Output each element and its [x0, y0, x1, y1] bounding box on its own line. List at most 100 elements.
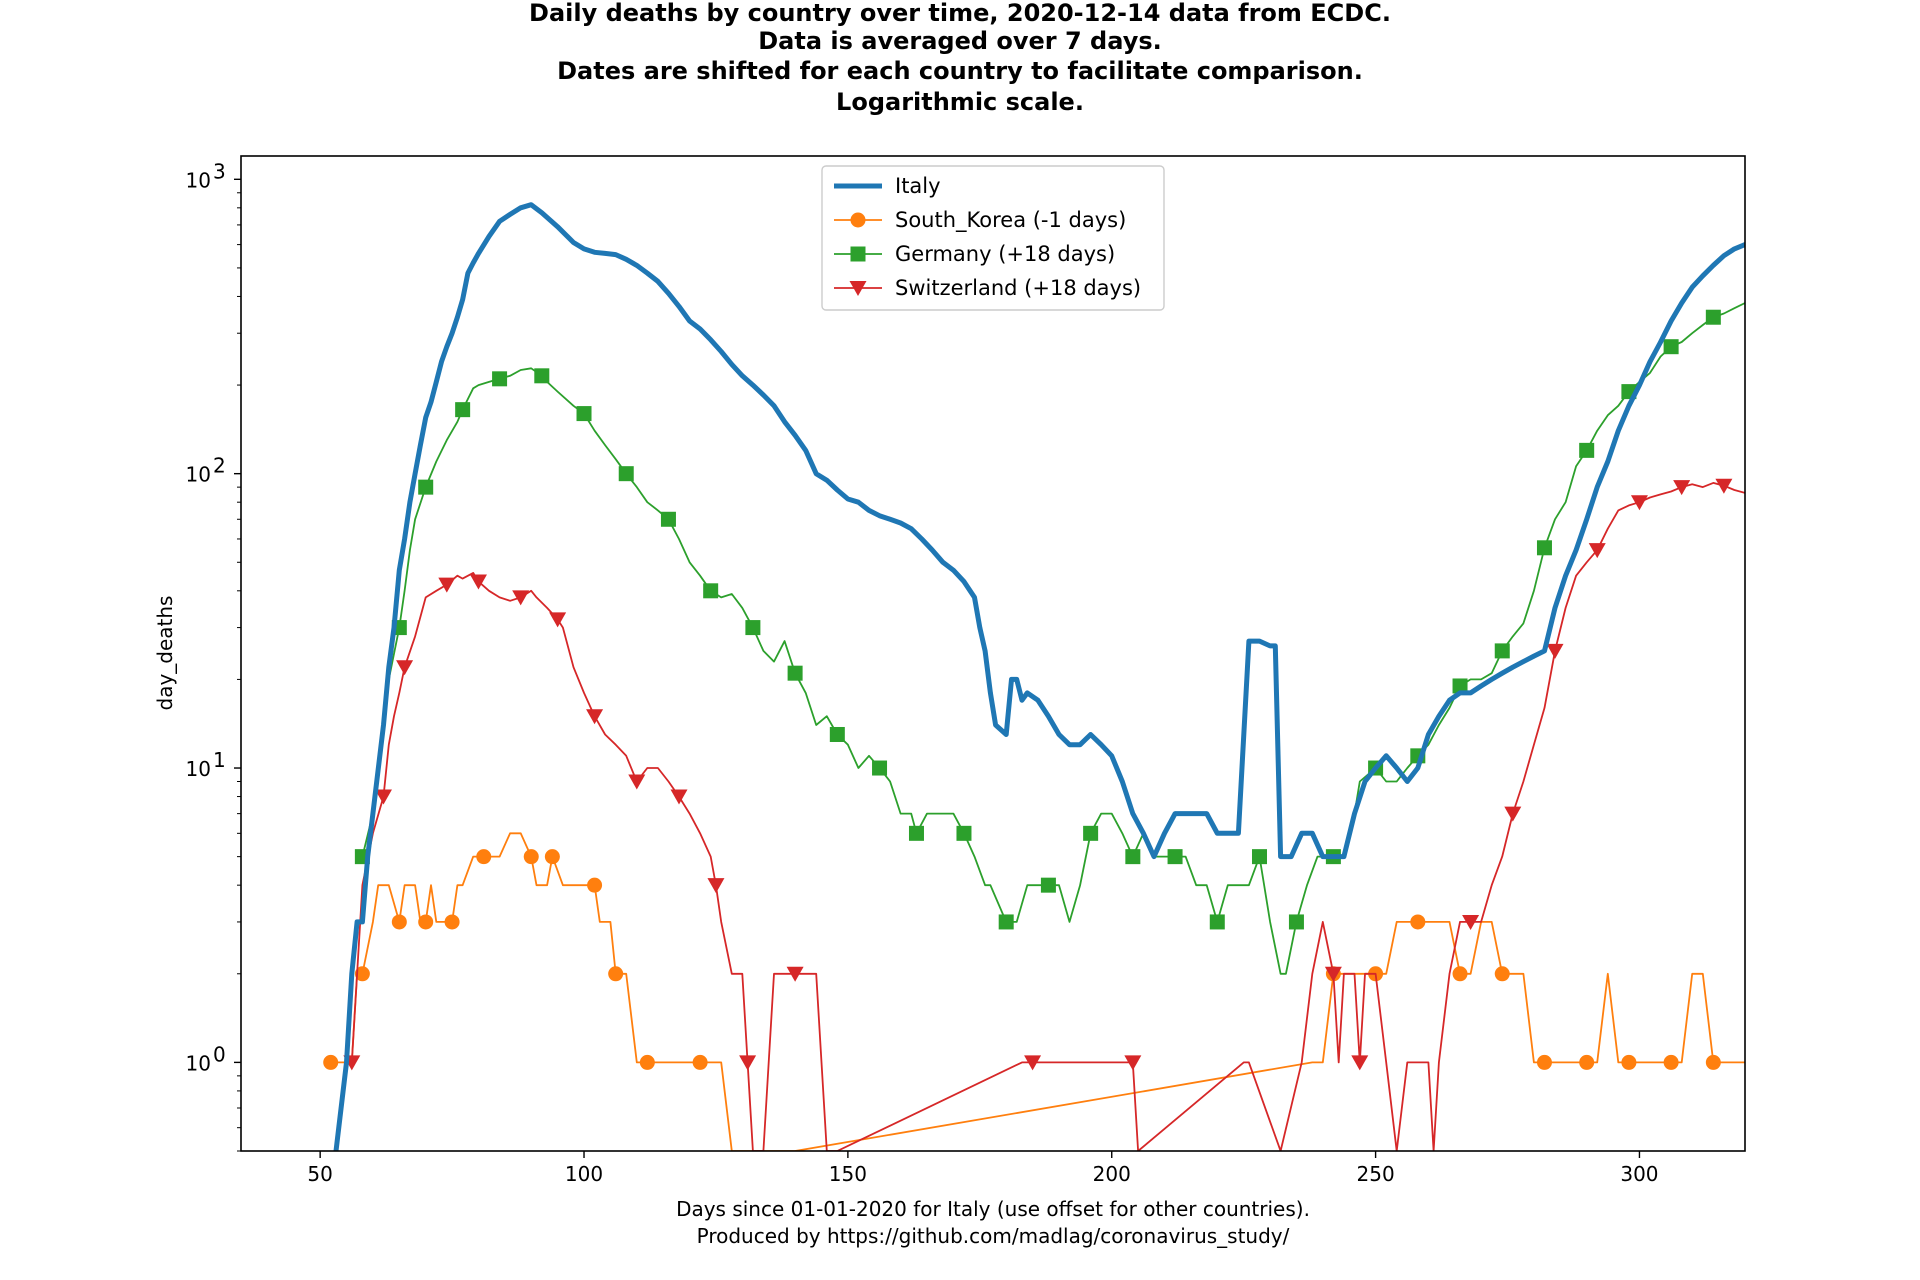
- series-line-switzerland-days: [350, 481, 1745, 1151]
- title-line-2: Data is averaged over 7 days.: [758, 27, 1162, 55]
- x-tick-label: 50: [307, 1162, 332, 1186]
- data-point: [908, 825, 924, 841]
- x-axis-label-line-2: Produced by https://github.com/madlag/co…: [697, 1224, 1290, 1248]
- chart-title: Daily deaths by country over time, 2020-…: [529, 0, 1391, 116]
- series-germany-days: [354, 302, 1745, 975]
- x-axis-label-line-1: Days since 01-01-2020 for Italy (use off…: [676, 1197, 1310, 1221]
- data-point: [998, 914, 1014, 930]
- legend: Italy South_Korea (-1 days) Germany (+18…: [821, 165, 1165, 311]
- data-point: [418, 914, 434, 930]
- data-point: [1546, 643, 1564, 659]
- data-point: [692, 1054, 708, 1070]
- data-point: [1251, 849, 1267, 865]
- data-point: [1705, 1054, 1721, 1070]
- plot-frame: [240, 155, 1746, 1152]
- data-point: [703, 583, 719, 599]
- data-point: [323, 1054, 339, 1070]
- y-tick-label: 10: [186, 1051, 211, 1075]
- data-point: [628, 774, 646, 790]
- x-axis-label: Days since 01-01-2020 for Italy (use off…: [676, 1197, 1310, 1248]
- data-point: [438, 577, 456, 593]
- x-tick-label: 200: [1093, 1162, 1131, 1186]
- series-line-italy: [333, 202, 1745, 1151]
- title-line-3: Dates are shifted for each country to fa…: [557, 57, 1363, 85]
- data-point: [1024, 1055, 1042, 1071]
- data-point: [354, 966, 370, 982]
- series-switzerland-days: [343, 478, 1745, 1151]
- data-point: [1494, 643, 1510, 659]
- legend-box: [821, 165, 1165, 311]
- data-point: [1579, 1054, 1595, 1070]
- data-point: [576, 406, 592, 422]
- data-point: [1494, 966, 1510, 982]
- data-point: [1040, 877, 1056, 893]
- y-tick-label: 10: [186, 757, 211, 781]
- data-point: [549, 612, 567, 628]
- legend-marker-south-korea-days: [850, 212, 866, 228]
- data-point: [469, 574, 487, 590]
- y-tick-exponent: 1: [213, 748, 226, 772]
- data-point: [739, 1055, 757, 1071]
- data-point: [512, 590, 530, 606]
- y-tick-exponent: 0: [213, 1042, 226, 1066]
- data-point: [1663, 1054, 1679, 1070]
- data-point: [829, 726, 845, 742]
- legend-label-switzerland: Switzerland (+18 days): [895, 276, 1141, 300]
- y-tick-exponent: 3: [213, 159, 226, 183]
- data-point: [872, 760, 888, 776]
- data-point: [1673, 480, 1691, 496]
- legend-label-italy: Italy: [895, 174, 941, 198]
- data-point: [374, 789, 392, 805]
- data-point: [544, 849, 560, 865]
- x-axis: 50 100 150 200 250 300: [307, 1151, 1659, 1186]
- x-tick-label: 300: [1620, 1162, 1658, 1186]
- data-point: [745, 620, 761, 636]
- data-point: [476, 849, 492, 865]
- y-axis-label: day_deaths: [153, 596, 177, 711]
- data-point: [618, 466, 634, 482]
- data-point: [787, 665, 803, 681]
- data-point: [786, 966, 804, 982]
- data-point: [639, 1054, 655, 1070]
- data-point: [455, 402, 471, 418]
- series-italy: [333, 202, 1745, 1151]
- data-point: [523, 849, 539, 865]
- data-point: [587, 877, 603, 893]
- data-point: [1663, 339, 1679, 355]
- data-point: [586, 709, 604, 725]
- data-point: [1288, 914, 1304, 930]
- x-tick-label: 100: [565, 1162, 603, 1186]
- data-point: [1452, 966, 1468, 982]
- data-point: [492, 371, 508, 387]
- data-point: [1124, 1055, 1142, 1071]
- data-point: [1705, 309, 1721, 325]
- data-point: [444, 914, 460, 930]
- data-point: [1504, 806, 1522, 822]
- data-point: [1621, 1054, 1637, 1070]
- data-point: [1209, 914, 1225, 930]
- data-point: [396, 660, 414, 676]
- data-point: [707, 878, 725, 894]
- data-point: [1536, 1054, 1552, 1070]
- plot-area: [323, 202, 1745, 1151]
- data-point: [534, 368, 550, 384]
- legend-label-south-korea: South_Korea (-1 days): [895, 208, 1126, 233]
- y-tick-label: 10: [186, 168, 211, 192]
- x-tick-label: 150: [829, 1162, 867, 1186]
- data-point: [1083, 825, 1099, 841]
- data-point: [1410, 914, 1426, 930]
- legend-marker-switzerland-days: [849, 281, 867, 296]
- x-tick-label: 250: [1357, 1162, 1395, 1186]
- data-point: [418, 479, 434, 495]
- y-tick-label: 10: [186, 463, 211, 487]
- data-point: [1715, 478, 1733, 494]
- data-point: [1588, 543, 1606, 559]
- y-tick-exponent: 2: [213, 454, 226, 478]
- data-point: [1462, 914, 1480, 930]
- data-point: [1579, 442, 1595, 458]
- data-point: [1452, 678, 1468, 694]
- data-point: [1630, 495, 1648, 511]
- data-point: [1324, 966, 1342, 982]
- legend-marker-germany-days: [850, 246, 866, 262]
